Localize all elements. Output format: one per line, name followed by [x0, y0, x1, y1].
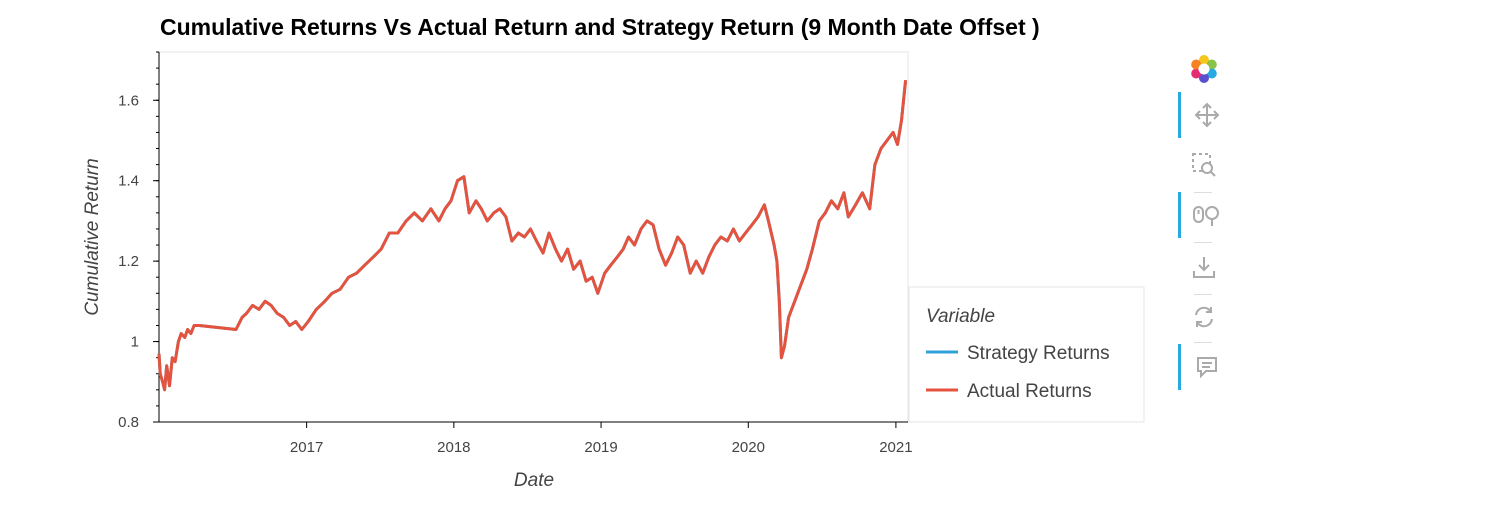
legend-box [908, 286, 1145, 423]
legend: Variable Strategy Returns Actual Returns [908, 286, 1145, 423]
toolbar-divider [1194, 294, 1212, 295]
x-tick-label: 2018 [437, 439, 470, 456]
y-tick-label: 1.2 [118, 253, 139, 270]
series-line-actual-returns [157, 80, 908, 392]
save-icon [1193, 257, 1215, 278]
x-axis-label: Date [514, 470, 554, 491]
pan-icon [1194, 102, 1220, 128]
y-tick-label: 1.6 [118, 92, 139, 109]
toolbar-divider [1194, 192, 1212, 193]
reset-icon [1195, 306, 1213, 328]
save-tool[interactable] [1178, 244, 1230, 290]
pan-tool[interactable] [1178, 92, 1233, 138]
legend-label: Strategy Returns [967, 343, 1110, 364]
hover-icon [1197, 357, 1217, 379]
y-tick-label: 1.4 [118, 173, 139, 190]
reset-tool[interactable] [1178, 294, 1230, 340]
y-axis-label: Cumulative Return [82, 158, 103, 315]
legend-label: Actual Returns [967, 381, 1092, 402]
x-tick-label: 2021 [879, 439, 912, 456]
y-tick-label: 1 [131, 334, 139, 351]
x-tick-label: 2017 [290, 439, 323, 456]
y-tick-label: 0.8 [118, 414, 139, 431]
plot-toolbar [1174, 46, 1234, 406]
x-tick-label: 2020 [732, 439, 765, 456]
series-lines [157, 80, 908, 392]
wheel-zoom-icon [1193, 206, 1219, 226]
toolbar-divider [1194, 242, 1212, 243]
x-tick-label: 2019 [584, 439, 617, 456]
bokeh-logo-icon[interactable] [1178, 46, 1230, 92]
legend-title: Variable [926, 306, 995, 327]
axis-ticks: 0.8 1 1.2 1.4 1.6 2017 2018 2019 2020 2021 [118, 51, 913, 456]
box-zoom-tool[interactable] [1178, 142, 1230, 188]
hover-tool[interactable] [1178, 344, 1233, 390]
box-zoom-icon [1192, 153, 1216, 177]
wheel-zoom-tool[interactable] [1178, 192, 1233, 238]
toolbar-divider [1194, 342, 1212, 343]
chart-title: Cumulative Returns Vs Actual Return and … [160, 14, 1040, 40]
